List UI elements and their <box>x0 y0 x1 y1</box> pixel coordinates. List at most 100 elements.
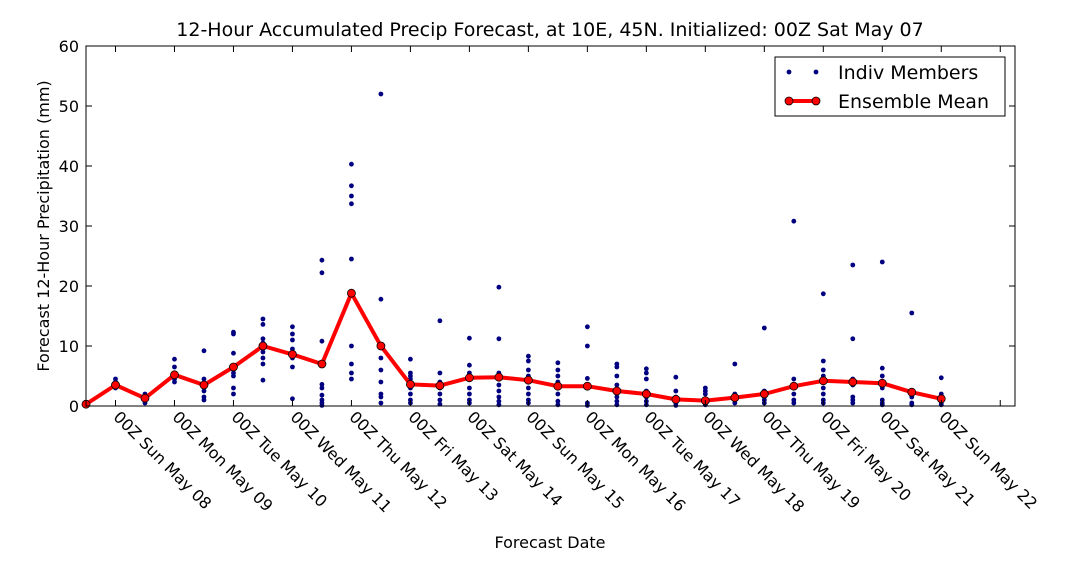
member-point <box>850 336 856 342</box>
ensemble-mean-point <box>376 341 386 351</box>
member-point <box>791 376 797 382</box>
ensemble-mean-point <box>877 378 887 388</box>
member-point <box>761 325 767 331</box>
member-point <box>378 91 384 97</box>
member-point <box>231 370 236 376</box>
member-point <box>437 391 443 397</box>
member-point <box>496 388 502 394</box>
member-point <box>938 375 944 381</box>
member-point <box>201 388 207 394</box>
member-point <box>260 349 266 355</box>
member-point <box>378 355 384 361</box>
member-point <box>349 361 354 367</box>
member-point <box>614 361 620 367</box>
member-point <box>791 218 797 224</box>
ensemble-mean-point <box>671 394 681 404</box>
member-point <box>496 398 502 404</box>
x-tick-label: 00Z Sun May 15 <box>523 407 629 513</box>
y-tick-label: 30 <box>59 217 79 236</box>
member-point <box>525 385 531 391</box>
member-point <box>496 382 502 388</box>
member-point <box>614 394 620 400</box>
member-point <box>172 364 177 370</box>
member-point <box>260 377 266 383</box>
x-tick-label: 00Z Wed May 18 <box>700 407 809 516</box>
member-point <box>408 391 413 397</box>
y-tick-label: 0 <box>69 397 79 416</box>
member-point <box>525 367 531 373</box>
legend-mean-marker <box>784 96 794 106</box>
ensemble-mean-point <box>435 381 445 391</box>
ensemble-mean-series <box>81 288 946 409</box>
member-point <box>643 370 649 376</box>
ensemble-mean-point <box>464 373 474 383</box>
legend-members-label: Indiv Members <box>838 62 978 84</box>
ensemble-mean-line <box>84 291 942 406</box>
member-point <box>201 348 207 354</box>
x-axis-label: Forecast Date <box>494 533 605 552</box>
member-point <box>555 373 561 379</box>
chart-title: 12-Hour Accumulated Precip Forecast, at … <box>176 19 923 41</box>
member-point <box>349 376 354 382</box>
member-point <box>319 392 325 398</box>
member-point <box>260 336 266 342</box>
member-point <box>319 257 325 263</box>
member-point <box>496 284 502 290</box>
legend: Indiv Members Ensemble Mean <box>774 56 1006 117</box>
member-point <box>525 358 531 364</box>
member-point <box>319 338 325 344</box>
ensemble-mean-point <box>848 377 858 387</box>
ensemble-mean-point <box>730 393 740 403</box>
member-point <box>201 376 207 382</box>
legend-member-marker <box>786 69 792 75</box>
member-point <box>290 331 295 337</box>
member-point <box>702 385 708 391</box>
x-tick-label: 00Z Mon May 16 <box>582 407 690 515</box>
member-point <box>349 256 354 262</box>
ensemble-mean-point <box>612 386 622 396</box>
member-point <box>584 324 590 330</box>
member-point <box>349 201 354 207</box>
ensemble-mean-point <box>288 349 297 359</box>
member-point <box>555 360 561 366</box>
member-point <box>466 391 472 397</box>
member-point <box>850 262 856 268</box>
ensemble-mean-point <box>258 341 268 351</box>
member-point <box>349 183 354 189</box>
legend-box <box>774 56 1006 117</box>
member-point <box>290 337 295 343</box>
x-tick-label: 00Z Mon May 09 <box>169 407 277 515</box>
member-point <box>319 385 325 391</box>
ensemble-mean-point <box>406 379 415 389</box>
ensemble-mean-point <box>170 370 179 380</box>
x-tick-label: 00Z Sun May 22 <box>935 407 1041 513</box>
member-point <box>614 373 620 379</box>
y-axis-label: Forecast 12-Hour Precipitation (mm) <box>34 80 53 371</box>
member-point <box>260 322 266 327</box>
member-point <box>791 391 797 397</box>
member-point <box>408 356 413 362</box>
ensemble-mean-point <box>582 381 592 391</box>
ensemble-mean-point <box>759 389 769 399</box>
member-point <box>673 374 679 380</box>
member-point <box>466 362 472 368</box>
member-point <box>643 366 649 372</box>
member-point <box>408 370 413 376</box>
member-point <box>820 385 826 391</box>
member-point <box>231 385 236 391</box>
y-tick-label: 60 <box>59 37 79 56</box>
member-point <box>525 391 531 397</box>
member-point <box>496 394 502 400</box>
member-point <box>260 361 266 367</box>
member-point <box>732 361 738 367</box>
member-point <box>820 391 826 397</box>
member-point <box>172 356 177 362</box>
member-point <box>496 336 502 342</box>
member-point <box>820 367 826 373</box>
member-point <box>349 370 354 376</box>
member-point <box>466 385 472 391</box>
member-point <box>820 358 826 364</box>
member-point <box>879 259 885 265</box>
member-point <box>378 400 384 406</box>
